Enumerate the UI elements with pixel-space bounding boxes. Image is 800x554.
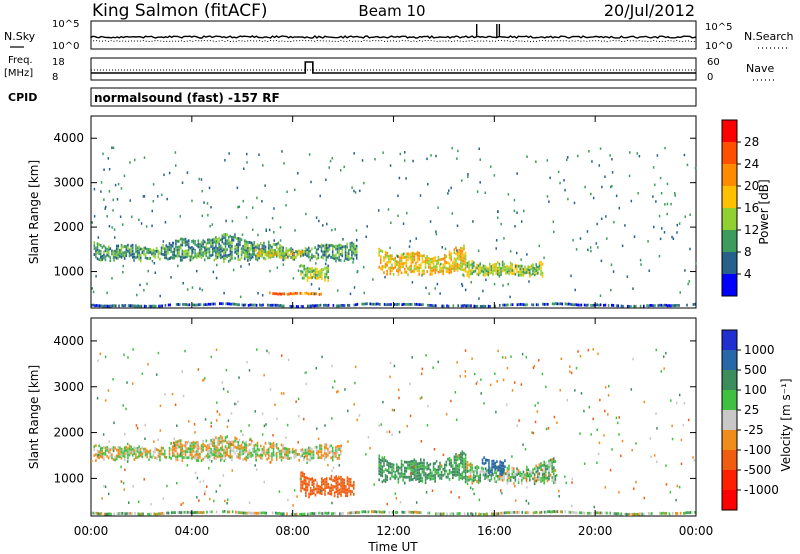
- colorbar-tick-label: 28: [744, 135, 759, 149]
- power-colorbar: 28 24 20 16 12 8 4 Power [dB]: [721, 119, 771, 297]
- range-tick-label: 3000: [53, 380, 84, 394]
- time-tick-label: 08:00: [275, 524, 310, 538]
- colorbar-swatch: [722, 274, 737, 297]
- velocity-ylabel: Slant Range [km]: [27, 365, 41, 469]
- freq-label: Freq.: [8, 55, 33, 66]
- colorbar-swatch: [722, 450, 737, 471]
- colorbar-tick-label: -500: [744, 463, 771, 477]
- time-tick-label: 04:00: [175, 524, 210, 538]
- noise-tick-left-bottom: 10^0: [52, 41, 79, 52]
- noise-tick-right-bottom: 10^0: [705, 41, 732, 52]
- time-tick-label: 12:00: [376, 524, 411, 538]
- noise-tick-left-top: 10^5: [52, 19, 79, 30]
- time-axis: 00:00 04:00 08:00 12:00 16:00 20:00 00:00: [74, 116, 714, 538]
- noise-tick-right-top: 10^5: [705, 22, 732, 33]
- colorbar-swatch: [722, 120, 737, 143]
- power-colorbar-label: Power [dB]: [757, 179, 771, 244]
- noise-panel: N.Sky 10^5 10^0 10^5 10^0 N.Search: [4, 19, 794, 52]
- colorbar-tick-label: 100: [744, 383, 767, 397]
- colorbar-tick-label: 16: [744, 201, 759, 215]
- station-title: King Salmon (fitACF): [92, 1, 268, 21]
- colorbar-tick-label: 500: [744, 363, 767, 377]
- power-scatter: [91, 146, 697, 309]
- range-tick-label: 1000: [53, 471, 84, 485]
- colorbar-swatch: [722, 470, 737, 491]
- colorbar-swatch: [722, 252, 737, 275]
- colorbar-swatch: [722, 230, 737, 253]
- colorbar-tick-label: -100: [744, 443, 771, 457]
- colorbar-tick-label: 8: [744, 245, 752, 259]
- range-tick-label: 3000: [53, 176, 84, 190]
- cpid-text: normalsound (fast) -157 RF: [94, 91, 280, 105]
- colorbar-swatch: [722, 164, 737, 187]
- colorbar-swatch: [722, 142, 737, 165]
- velocity-scatter: [91, 348, 696, 517]
- range-tick-label: 4000: [53, 131, 84, 145]
- power-ylabel: Slant Range [km]: [27, 160, 41, 264]
- velocity-colorbar: 1000 500 100 25 -25 -100 -500 -1000 Velocity [m…: [721, 329, 793, 511]
- nsearch-label: N.Search: [744, 30, 794, 43]
- colorbar-tick-label: 20: [744, 179, 759, 193]
- freq-tick-top: 18: [52, 57, 65, 68]
- time-tick-label: 00:00: [679, 524, 714, 538]
- colorbar-tick-label: 4: [744, 267, 752, 281]
- range-tick-label: 1000: [53, 265, 84, 279]
- velocity-panel: Slant Range [km] 4000 3000 2000 1000: [27, 317, 697, 517]
- freq-tick-bottom: 8: [52, 72, 58, 83]
- nave-tick-bottom: 0: [707, 72, 713, 83]
- power-panel: Slant Range [km] 4000 3000 2000 1000: [27, 115, 697, 309]
- colorbar-swatch: [722, 350, 737, 371]
- colorbar-swatch: [722, 330, 737, 351]
- velocity-yticks: 4000 3000 2000 1000: [53, 334, 696, 485]
- freq-panel: Freq. [MHz] 18 8 60 0 Nave: [4, 55, 775, 83]
- range-tick-label: 4000: [53, 334, 84, 348]
- time-tick-label: 20:00: [578, 524, 613, 538]
- colorbar-tick-label: 12: [744, 223, 759, 237]
- beam-title: Beam 10: [358, 2, 425, 20]
- colorbar-swatch: [722, 410, 737, 431]
- cpid-panel: CPID normalsound (fast) -157 RF: [8, 87, 697, 107]
- colorbar-tick-label: -1000: [744, 483, 779, 497]
- time-tick-label: 00:00: [74, 524, 109, 538]
- time-tick-label: 16:00: [477, 524, 512, 538]
- range-tick-label: 2000: [53, 220, 84, 234]
- noise-lines: [90, 24, 697, 43]
- power-yticks: 4000 3000 2000 1000: [53, 131, 696, 279]
- colorbar-swatch: [722, 430, 737, 451]
- cpid-label: CPID: [8, 91, 37, 104]
- date-title: 20/Jul/2012: [604, 1, 695, 20]
- freq-unit-label: [MHz]: [4, 68, 33, 79]
- colorbar-swatch: [722, 490, 737, 511]
- freq-lines: [91, 61, 696, 74]
- range-tick-label: 2000: [53, 426, 84, 440]
- colorbar-swatch: [722, 390, 737, 411]
- colorbar-tick-label: -25: [744, 423, 764, 437]
- nave-tick-top: 60: [707, 57, 720, 68]
- colorbar-tick-label: 1000: [744, 343, 775, 357]
- nave-label: Nave: [746, 62, 774, 75]
- nsky-label: N.Sky: [4, 30, 36, 43]
- colorbar-swatch: [722, 186, 737, 209]
- time-axis-label: Time UT: [367, 540, 418, 554]
- colorbar-tick-label: 24: [744, 157, 759, 171]
- colorbar-swatch: [722, 208, 737, 231]
- colorbar-tick-label: 25: [744, 403, 759, 417]
- colorbar-swatch: [722, 370, 737, 391]
- velocity-colorbar-label: Velocity [m s⁻¹]: [779, 378, 793, 471]
